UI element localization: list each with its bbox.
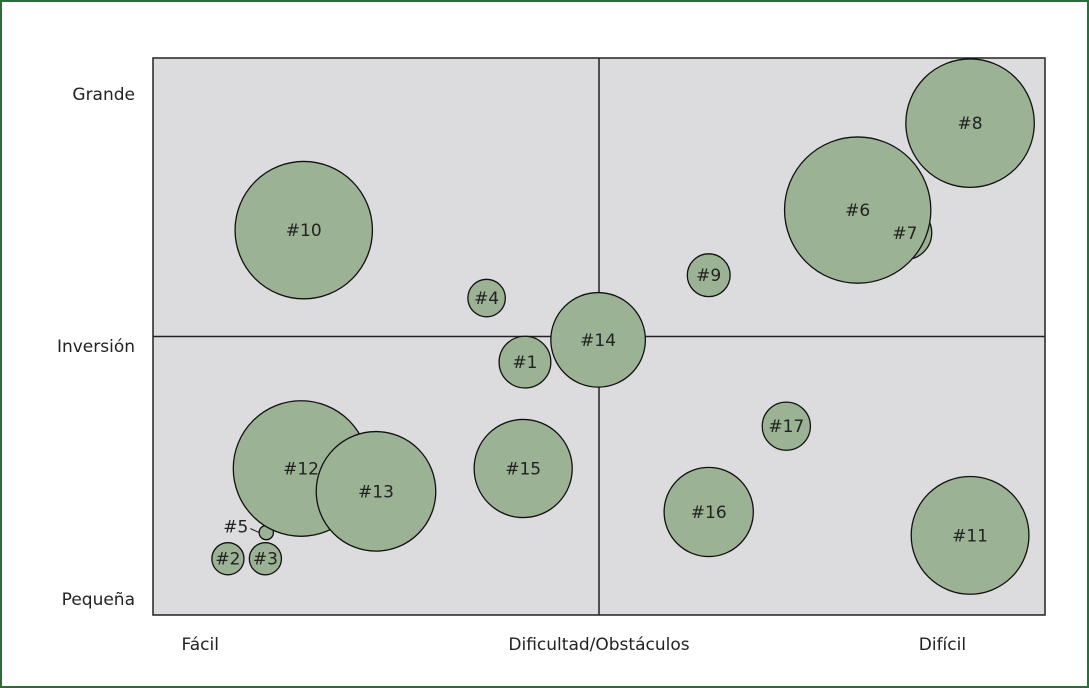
y-tick-label: Inversión: [57, 337, 135, 357]
bubble-label: #10: [286, 221, 322, 241]
bubble: [761, 401, 812, 451]
bubble: [663, 466, 754, 558]
bubble-label: #11: [952, 526, 988, 546]
bubble-label: #15: [505, 460, 541, 480]
bubble: [783, 136, 932, 284]
bubble-label: #1: [512, 353, 537, 373]
leader-line: [250, 528, 260, 534]
bubble-label: #5: [223, 518, 248, 538]
x-tick-label: Fácil: [182, 635, 219, 655]
bubble-label: #3: [253, 550, 278, 570]
bubble-label: #9: [696, 266, 721, 286]
bubble: [910, 475, 1030, 595]
bubble: [905, 58, 1035, 189]
bubble: [686, 253, 731, 298]
bubble-label: #13: [358, 482, 394, 502]
y-tick-label: Pequeña: [62, 590, 135, 610]
bubble-label: #6: [845, 201, 870, 221]
bubble-label: #2: [215, 550, 240, 570]
bubble: [211, 542, 245, 576]
bubble: [467, 278, 506, 318]
bubble: [550, 291, 647, 388]
y-tick-label: Grande: [72, 85, 135, 105]
bubble-label: #4: [474, 289, 499, 309]
bubble-label: #12: [283, 460, 319, 480]
bubble: [234, 160, 374, 300]
x-tick-label: Difícil: [919, 635, 966, 655]
x-tick-label: Dificultad/Obstáculos: [508, 635, 689, 655]
bubble-label: #16: [691, 503, 727, 523]
bubble: [248, 542, 283, 576]
bubble: [498, 335, 552, 389]
bubble-label: #17: [768, 417, 804, 437]
bubble: [473, 418, 573, 519]
bubble: [315, 430, 437, 552]
bubble-label: #8: [958, 114, 983, 134]
bubble-label: #7: [892, 224, 917, 244]
bubble-label: #14: [580, 331, 616, 351]
